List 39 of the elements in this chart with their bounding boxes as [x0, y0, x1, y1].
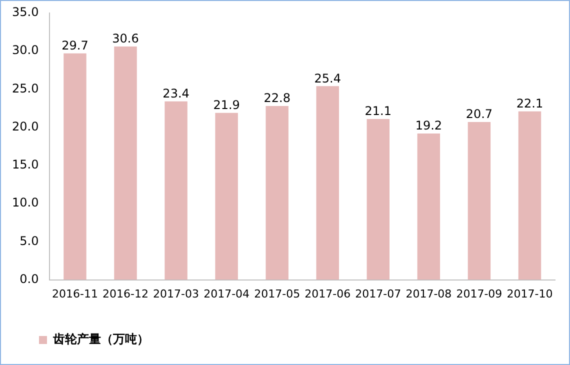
legend-label: 齿轮产量（万吨） [52, 332, 149, 346]
x-tick-label: 2017-08 [406, 287, 452, 300]
y-tick-label: 30.0 [12, 43, 39, 58]
data-label: 21.9 [213, 98, 240, 112]
bar [518, 111, 542, 280]
x-tick-label: 2016-11 [52, 287, 98, 300]
data-label: 30.6 [112, 32, 139, 46]
y-tick-label: 15.0 [12, 158, 39, 172]
data-label: 23.4 [162, 86, 190, 101]
bar [215, 112, 238, 280]
y-tick-label: 20.0 [12, 119, 39, 134]
bar [164, 101, 188, 280]
data-label: 20.7 [466, 107, 493, 122]
data-label: 19.2 [415, 118, 442, 133]
y-tick-label: 25.0 [12, 81, 39, 96]
y-tick-label: 35.0 [12, 5, 39, 20]
x-tick-label: 2017-07 [355, 287, 402, 300]
data-label: 21.1 [364, 104, 392, 118]
data-label: 22.1 [516, 96, 544, 110]
x-tick-label: 2016-12 [102, 287, 148, 300]
x-tick-label: 2017-04 [204, 287, 250, 300]
y-tick-label: 10.0 [12, 196, 39, 210]
x-tick-label: 2017-06 [304, 287, 351, 300]
x-tick-label: 2017-09 [456, 287, 502, 300]
bar [114, 46, 137, 280]
x-tick-label: 2017-03 [153, 287, 200, 300]
y-tick-label: 0.0 [20, 272, 39, 286]
bar [64, 53, 86, 280]
bar [266, 106, 288, 280]
bar [366, 118, 390, 280]
x-tick-label: 2017-05 [254, 287, 300, 300]
bar [417, 133, 440, 280]
x-tick-label: 2017-10 [506, 287, 553, 300]
data-label: 22.8 [264, 91, 290, 106]
y-tick-label: 5.0 [20, 234, 39, 248]
bar [316, 86, 339, 280]
bar [468, 122, 491, 280]
data-label: 29.7 [62, 38, 88, 53]
data-label: 25.4 [314, 71, 341, 86]
